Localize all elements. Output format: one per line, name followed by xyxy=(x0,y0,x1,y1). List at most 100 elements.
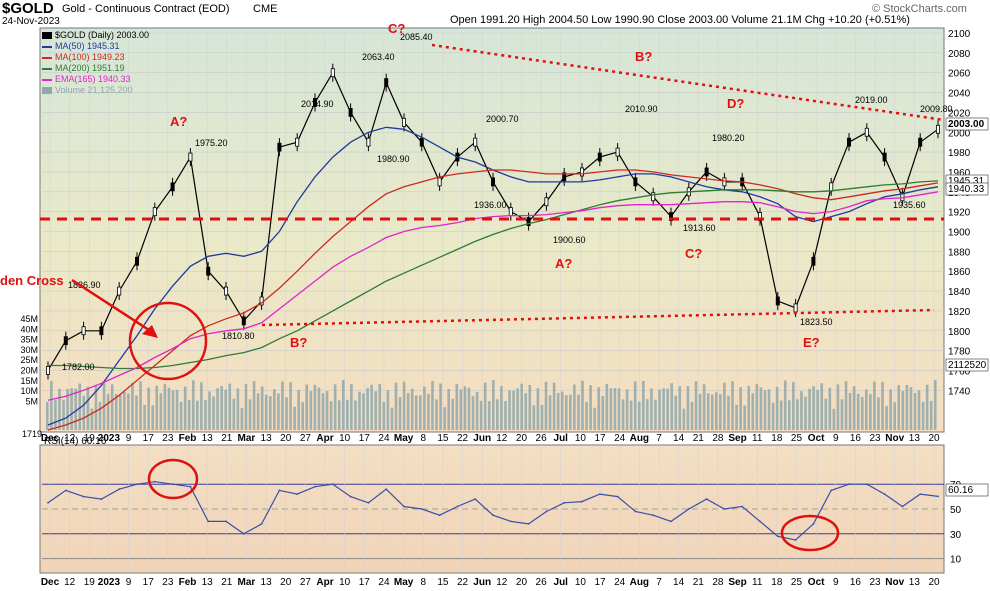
volume-bar xyxy=(313,384,317,430)
x-tick-label: May xyxy=(394,433,414,444)
volume-bar xyxy=(613,388,617,430)
volume-bar xyxy=(264,394,268,430)
price-badge-label: 1940.33 xyxy=(948,184,985,195)
price-tick-label: 1880 xyxy=(948,247,971,258)
volume-bar xyxy=(508,390,511,430)
rsi-point xyxy=(189,485,192,488)
volume-bar xyxy=(451,398,455,430)
x-tick-label: Oct xyxy=(808,433,825,444)
rsi-point xyxy=(794,539,797,541)
volume-bar xyxy=(812,386,815,430)
price-tick-label: 1820 xyxy=(948,307,971,318)
volume-bar xyxy=(686,386,690,430)
legend-item: EMA(165) 1940.33 xyxy=(42,74,149,85)
x-tick-label: Nov xyxy=(885,433,904,444)
x-tick-label-bottom: 25 xyxy=(791,577,803,588)
x-tick-label: 16 xyxy=(850,433,862,444)
volume-bar xyxy=(516,388,519,430)
volume-bar xyxy=(642,380,645,430)
line-swatch-icon xyxy=(42,78,52,81)
x-tick-label: 17 xyxy=(594,433,606,444)
legend-label: MA(200) 1951.19 xyxy=(55,63,125,73)
wave-label: A? xyxy=(170,114,187,129)
line-swatch-icon xyxy=(42,67,52,70)
rsi-point xyxy=(616,495,619,498)
volume-bar xyxy=(366,388,369,430)
volume-bar xyxy=(840,399,844,430)
volume-tick-label: 40M xyxy=(20,324,38,334)
price-candle-body xyxy=(936,124,941,134)
x-tick-label-bottom: 9 xyxy=(126,577,132,588)
price-badge-label: 60.16 xyxy=(948,485,973,496)
volume-bar xyxy=(467,387,471,430)
volume-bar xyxy=(759,387,763,430)
x-tick-label-bottom: 15 xyxy=(437,577,449,588)
volume-bar xyxy=(925,384,929,430)
volume-bar xyxy=(463,386,467,430)
price-annotation: 2014.90 xyxy=(301,99,334,109)
x-tick-label: 26 xyxy=(536,433,548,444)
price-badge xyxy=(945,117,989,131)
volume-bar xyxy=(354,400,357,430)
price-annotation: 1782.00 xyxy=(62,362,95,372)
rsi-point xyxy=(848,483,850,486)
price-tick-label: 1760 xyxy=(948,366,971,377)
x-tick-label: 24 xyxy=(614,433,626,444)
price-candle-body xyxy=(811,256,816,266)
price-candle-body xyxy=(562,172,567,182)
volume-bar xyxy=(852,386,856,430)
x-tick-label-bottom: 19 xyxy=(84,577,96,588)
x-tick-label: 21 xyxy=(693,433,705,444)
legend-label: MA(50) 1945.31 xyxy=(55,41,120,51)
wave-label: C? xyxy=(388,21,405,36)
volume-bar xyxy=(50,381,53,430)
volume-bar xyxy=(159,393,163,430)
volume-bar xyxy=(402,381,406,430)
volume-bar xyxy=(131,382,134,430)
volume-bar xyxy=(435,399,438,430)
volume-bar xyxy=(260,386,264,430)
price-tick-label: 1800 xyxy=(948,327,971,338)
volume-bar xyxy=(325,391,329,430)
x-tick-label-bottom: 8 xyxy=(420,577,426,588)
volume-bar xyxy=(439,383,442,430)
price-candle-body xyxy=(775,296,780,306)
volume-bar xyxy=(496,399,499,430)
rsi-point xyxy=(812,522,815,525)
volume-tick-label: 25M xyxy=(20,355,38,365)
legend-item: MA(50) 1945.31 xyxy=(42,41,149,52)
price-annotation: 1936.00 xyxy=(474,200,507,210)
rsi-point xyxy=(759,520,761,523)
rsi-point xyxy=(670,520,672,523)
volume-bar xyxy=(167,387,171,430)
volume-bar xyxy=(208,391,211,430)
x-tick-label: Jul xyxy=(554,433,569,444)
price-candle-body xyxy=(847,137,852,147)
volume-bar xyxy=(666,388,669,430)
x-tick-label-bottom: 21 xyxy=(693,577,705,588)
price-candle-body xyxy=(366,137,371,147)
rsi-overbought-circle xyxy=(147,458,199,500)
price-tick-label: 2100 xyxy=(948,29,971,40)
volume-bar xyxy=(816,389,819,430)
x-tick-label-bottom: Dec xyxy=(41,577,60,588)
volume-bar xyxy=(905,385,909,430)
volume-tick-label: 10M xyxy=(20,386,38,396)
volume-bar xyxy=(390,407,394,430)
descending-resistance-line xyxy=(431,43,945,122)
volume-bar xyxy=(909,387,913,430)
legend-item: Volume 21,125,200 xyxy=(42,85,149,96)
volume-bar xyxy=(459,389,463,430)
rsi-tick-label: 50 xyxy=(950,505,962,516)
volume-bar xyxy=(824,398,828,430)
volume-bar xyxy=(423,386,426,430)
volume-bar xyxy=(212,396,215,430)
price-annotation: 2019.00 xyxy=(855,95,888,105)
volume-bar xyxy=(163,383,167,430)
chart-date: 24-Nov-2023 xyxy=(2,16,60,27)
ma200-line xyxy=(48,180,939,370)
volume-bar xyxy=(410,388,414,430)
x-tick-label-bottom: 12 xyxy=(496,577,508,588)
volume-bar xyxy=(747,386,751,430)
